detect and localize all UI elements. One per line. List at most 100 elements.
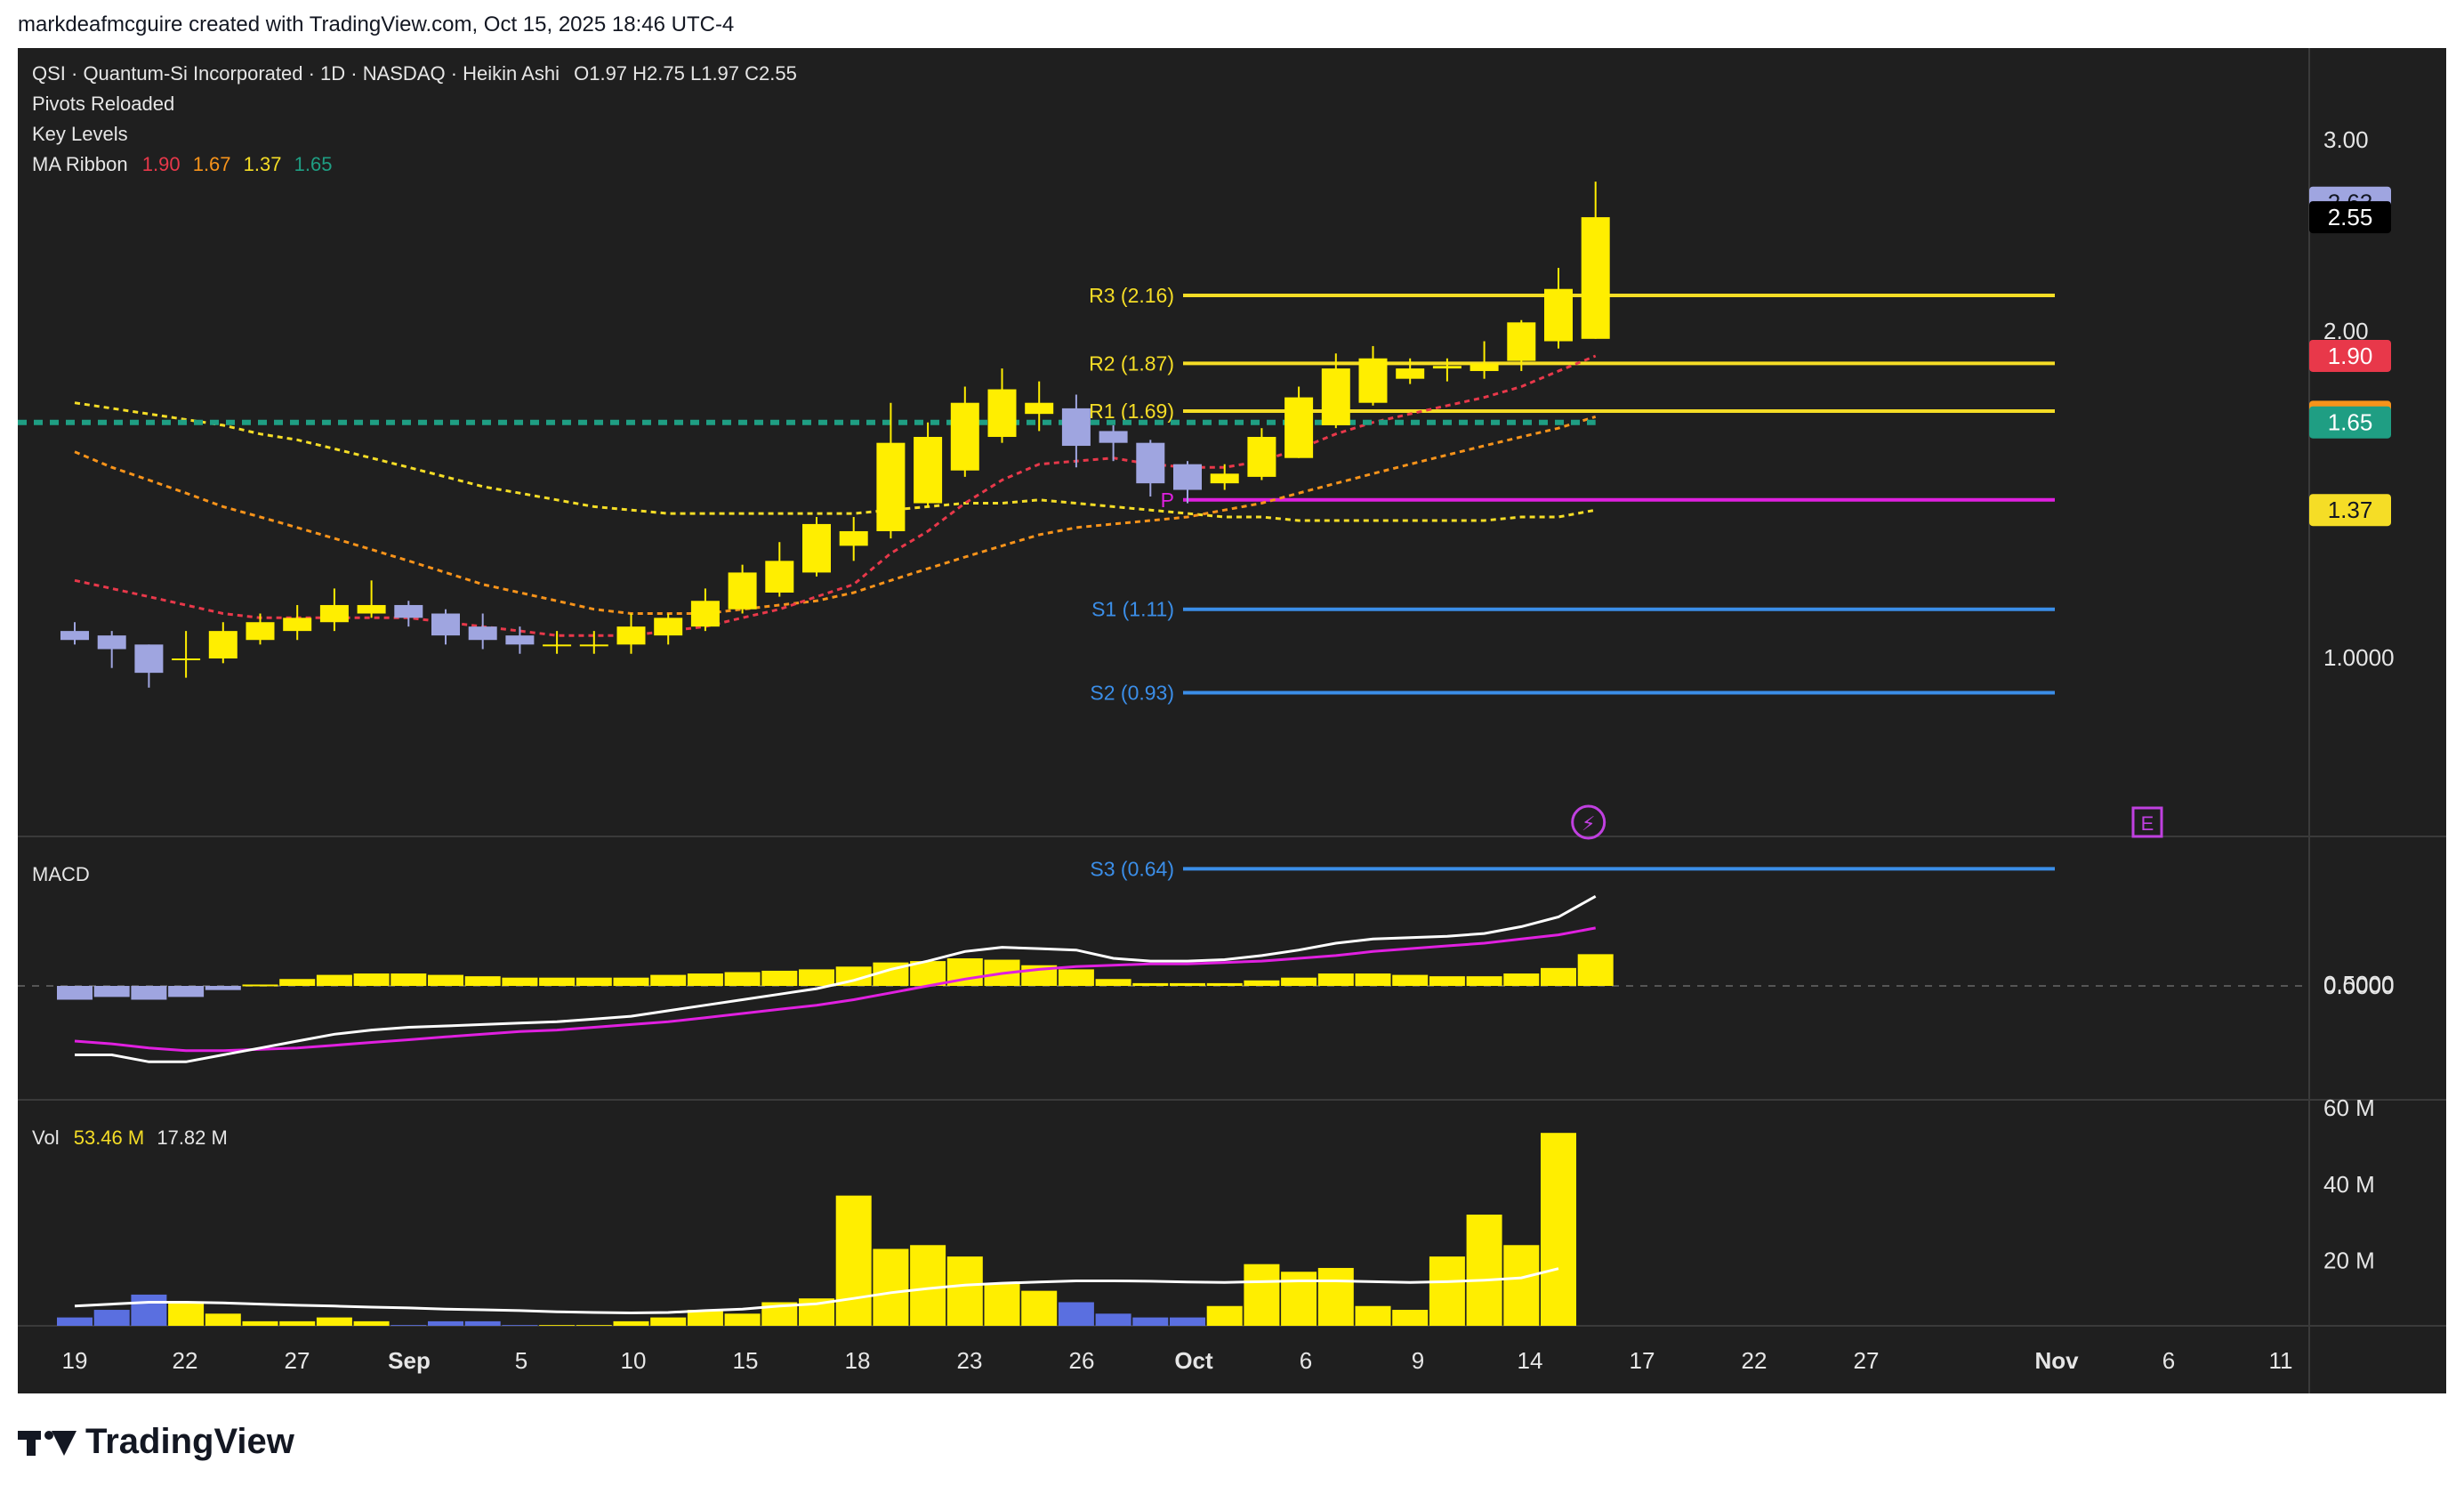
candle-body (208, 631, 238, 658)
macd-histogram-bar (1058, 969, 1094, 986)
volume-label: Vol (32, 1126, 60, 1149)
volume-bar (57, 1317, 93, 1326)
volume-ma-value: 17.82 M (157, 1126, 228, 1149)
ma-ribbon-line-3 (74, 401, 1596, 522)
volume-bar (1355, 1305, 1391, 1326)
legend-ma-ribbon[interactable]: MA Ribbon 1.90 1.67 1.37 1.65 (32, 153, 341, 176)
candle-body (97, 635, 126, 650)
macd-histogram-bar (1429, 976, 1465, 986)
macd-histogram-bar (539, 977, 576, 986)
macd-zero-label: 0.0000 (2323, 973, 2395, 999)
candle-body (283, 618, 312, 632)
candle-body (468, 626, 497, 641)
price-badge-label: 1.37 (2328, 497, 2373, 523)
macd-histogram-bar (391, 973, 427, 986)
volume-bar (1095, 1313, 1131, 1326)
volume-bar (502, 1325, 538, 1326)
macd-pane-label[interactable]: MACD (32, 863, 90, 885)
price-badge (2309, 406, 2391, 439)
candle-body (839, 530, 868, 546)
time-tick-label: 23 (957, 1347, 983, 1374)
pivot-label: R1 (1.69) (1089, 400, 1174, 423)
candle-body (654, 618, 683, 636)
time-tick-label: 27 (1854, 1347, 1880, 1374)
time-tick-label: Oct (1174, 1347, 1213, 1374)
price-badge (2309, 201, 2391, 234)
time-tick-label: 10 (621, 1347, 647, 1374)
candle-body (579, 644, 608, 647)
macd-histogram-bar (57, 986, 93, 1000)
macd-histogram-bar (1541, 967, 1576, 986)
macd-histogram-bar (1132, 982, 1169, 986)
volume-bar (1244, 1264, 1280, 1326)
macd-histogram-bar (242, 984, 278, 987)
time-tick-label: 18 (845, 1347, 871, 1374)
candle-body (1321, 368, 1350, 425)
macd-histogram-bar (1503, 973, 1540, 986)
candle-body (319, 604, 349, 623)
volume-bar (835, 1195, 872, 1326)
time-tick-label: 5 (515, 1347, 527, 1374)
tradingview-logo[interactable]: TradingView (18, 1422, 294, 1462)
volume-bar (391, 1325, 427, 1326)
macd-histogram-bar (613, 977, 649, 986)
volume-bar (687, 1310, 723, 1326)
candle-body (914, 437, 943, 504)
time-tick-label: 19 (62, 1347, 88, 1374)
legend-indicator-pivots[interactable]: Pivots Reloaded (32, 93, 175, 115)
candle-body (765, 561, 794, 593)
volume-bar (428, 1320, 463, 1326)
volume-bar (1170, 1317, 1205, 1326)
price-badge (2309, 339, 2391, 372)
volume-tick-label: 40 M (2323, 1171, 2375, 1198)
volume-bar (946, 1256, 983, 1326)
candle-body (690, 601, 720, 627)
time-tick-label: 6 (1300, 1347, 1312, 1374)
volume-bar (1392, 1310, 1429, 1326)
volume-bar (464, 1320, 501, 1326)
time-tick-label: 11 (2269, 1347, 2293, 1374)
volume-bar (242, 1320, 278, 1326)
candle-body (1247, 437, 1276, 477)
volume-bar (279, 1320, 316, 1326)
price-badge-label: 1.90 (2328, 343, 2373, 369)
legend-ohlc: O1.97 H2.75 L1.97 C2.55 (574, 62, 797, 85)
macd-signal-line (74, 926, 1596, 1053)
candle-body (802, 523, 831, 573)
macd-histogram-bar (1244, 980, 1280, 986)
candle-body (543, 644, 572, 647)
chart-canvas[interactable]: 3.00 2.00 1.0000 0.5000 R3 (2.16) R2 (1.87) R1… (18, 48, 2446, 1393)
macd-histogram-bar (650, 974, 687, 986)
macd-histogram-bar (1355, 973, 1391, 986)
candle-body (134, 644, 164, 674)
candle-body (1136, 442, 1165, 484)
macd-histogram-bar (131, 986, 167, 1000)
legend-symbol-row[interactable]: QSI · Quantum-Si Incorporated · 1D · NAS… (32, 62, 806, 85)
macd-histogram-bar (1095, 979, 1131, 986)
candle-body (1358, 358, 1388, 403)
time-tick-label: 17 (1630, 1347, 1655, 1374)
macd-histogram-bar (1170, 982, 1205, 986)
volume-bar (1058, 1302, 1094, 1326)
candle-body (1210, 473, 1239, 484)
price-tick-label: 0.5000 (2323, 971, 2395, 997)
legend-indicator-key-levels[interactable]: Key Levels (32, 123, 128, 145)
macd-histogram-bar (724, 972, 761, 986)
volume-bar (724, 1313, 761, 1326)
candle-body (728, 572, 757, 610)
volume-tick-label: 60 M (2323, 1094, 2375, 1121)
candle-body (431, 613, 460, 636)
time-tick-label: 9 (1412, 1347, 1424, 1374)
legend-symbol[interactable]: QSI · Quantum-Si Incorporated · 1D · NAS… (32, 62, 560, 85)
lightning-icon: ⚡ (1582, 813, 1595, 836)
price-tick-label: 2.00 (2323, 318, 2369, 344)
macd-line (75, 894, 1597, 1063)
price-badge (2309, 494, 2391, 527)
volume-bar (984, 1283, 1020, 1326)
tradingview-logo-icon (18, 1427, 76, 1458)
volume-bar (205, 1313, 241, 1326)
candle-body (1507, 322, 1536, 361)
volume-pane-legend[interactable]: Vol 53.46 M 17.82 M (32, 1126, 237, 1150)
candle-body (1581, 217, 1610, 339)
chart-area[interactable]: 3.00 2.00 1.0000 0.5000 R3 (2.16) R2 (1.87) R1… (18, 48, 2446, 1393)
